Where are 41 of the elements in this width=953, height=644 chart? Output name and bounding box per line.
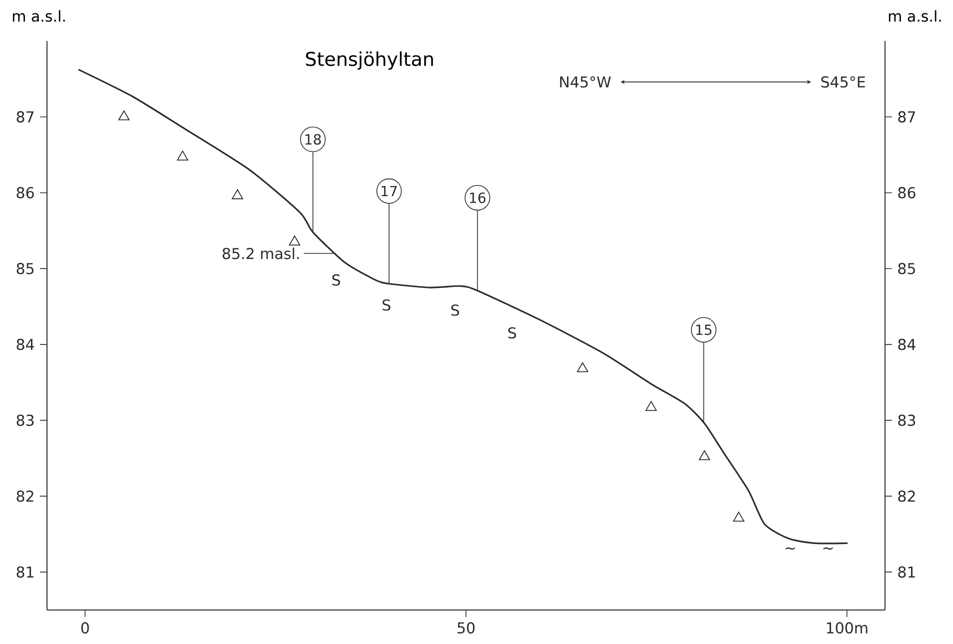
y2-tick-label: 85 [898, 262, 915, 274]
y2-tick-label: 86 [898, 187, 916, 198]
text: Stensjöhyltan [306, 51, 433, 70]
annotation: 85.2 masl. [222, 248, 299, 260]
point [645, 400, 657, 411]
y-axis-title: m a.s.l. [12, 10, 65, 22]
x-tick-label: 100m [826, 622, 868, 634]
annotation: S [508, 327, 516, 339]
x-tick-label: 0 [81, 622, 89, 634]
annotation: ~ [786, 547, 796, 550]
y-tick-label: 83 [16, 414, 34, 426]
y-tick-label: 85 [16, 262, 34, 274]
annotation: S45°E [821, 76, 865, 88]
annotation: 16 [470, 192, 486, 204]
point [176, 150, 188, 161]
y-tick-label: 84 [16, 338, 34, 350]
annotation: S [332, 274, 340, 286]
annotation: ~ [823, 547, 833, 550]
annotation: 15 [696, 324, 712, 336]
y2-tick-label: 84 [898, 338, 916, 350]
point [576, 362, 588, 372]
y-tick-label: 81 [16, 566, 34, 578]
annotation: 17 [382, 186, 397, 196]
y2-tick-label: 81 [898, 566, 915, 578]
annotation: S [382, 299, 390, 311]
y-tick-label: 86 [16, 187, 34, 198]
point [118, 110, 130, 120]
point [698, 450, 710, 460]
y2-tick-label: 87 [898, 111, 916, 123]
point [733, 512, 744, 522]
annotation: S [451, 304, 460, 316]
y-tick-label: 87 [16, 111, 34, 123]
y2-axis-title: m a.s.l. [888, 10, 941, 22]
point [232, 189, 244, 200]
x-tick-label: 50 [458, 622, 475, 634]
y2-tick-label: 83 [898, 414, 916, 426]
y-tick-label: 82 [16, 490, 34, 502]
y2-tick-label: 82 [898, 490, 915, 502]
point [288, 236, 300, 246]
annotation: 18 [306, 134, 321, 145]
annotation: N45°W [560, 76, 611, 88]
